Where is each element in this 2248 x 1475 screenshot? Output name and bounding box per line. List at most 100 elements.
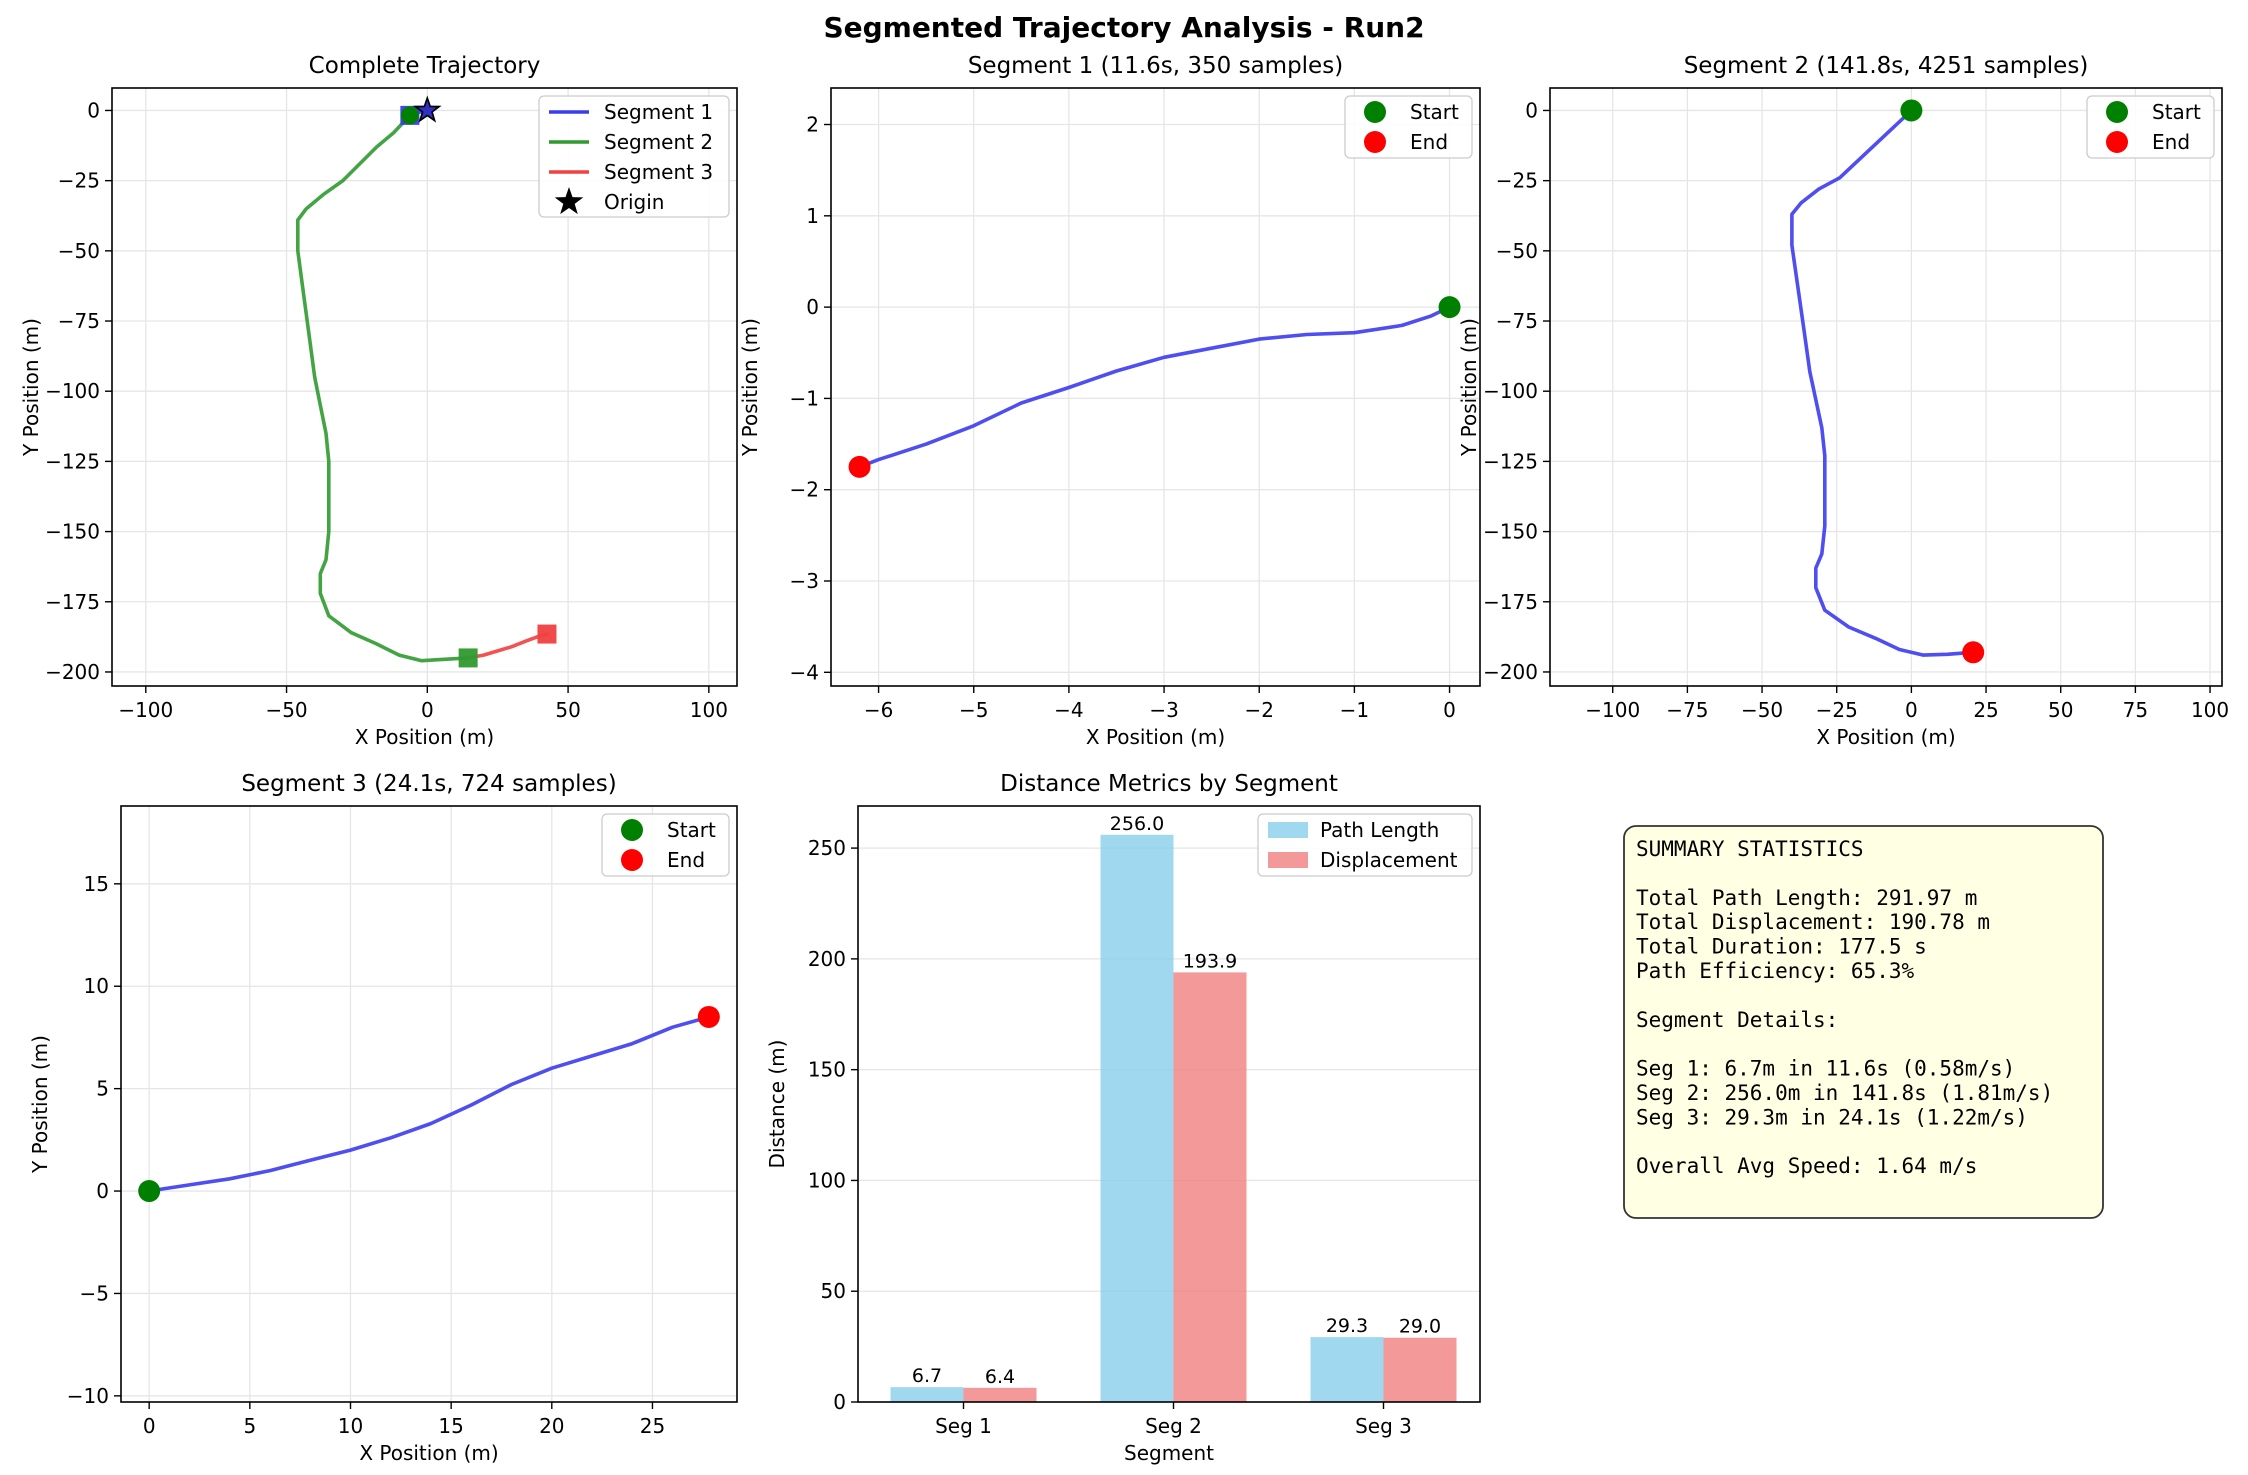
y-tick-label: −175	[1483, 590, 1538, 614]
x-tick-label: 25	[1973, 698, 1998, 722]
y-tick-label: −75	[1496, 309, 1538, 333]
y-tick-label: −125	[1483, 449, 1538, 473]
x-tick-label: 10	[338, 1414, 363, 1438]
y-tick-label: −2	[790, 478, 819, 502]
y-tick-label: 5	[96, 1077, 109, 1101]
legend-swatch-patch	[1268, 852, 1308, 868]
y-tick-label: −10	[67, 1384, 109, 1408]
y-tick-label: 0	[96, 1179, 109, 1203]
summary-line: Total Displacement: 190.78 m	[1636, 910, 1990, 934]
x-tick-label: −6	[864, 698, 893, 722]
end-marker	[848, 455, 871, 478]
y-axis-label: Distance (m)	[765, 1040, 789, 1169]
segment-start-square-marker	[458, 648, 478, 668]
bar-displacement	[1173, 972, 1247, 1402]
summary-line: Total Duration: 177.5 s	[1636, 935, 1927, 959]
x-axis-label: X Position (m)	[359, 1441, 498, 1465]
summary-line: Seg 2: 256.0m in 141.8s (1.81m/s)	[1636, 1081, 2053, 1105]
plot-area	[296, 95, 557, 668]
start-marker	[138, 1180, 161, 1203]
plot-area	[138, 1005, 720, 1203]
y-tick-label: 100	[808, 1168, 846, 1192]
bar-displacement	[963, 1387, 1037, 1402]
x-tick-label: 0	[1905, 698, 1918, 722]
panel-metrics: 6.7 6.4 256.0 193.9 29.3 29.0 0 50 100 150 200 250 D…	[765, 771, 1481, 1465]
trajectory-line-segment-3	[466, 632, 549, 660]
y-tick-label: 10	[84, 974, 109, 998]
y-tick-label: −100	[1483, 379, 1538, 403]
y-tick-label: 2	[806, 113, 819, 137]
legend-swatch-marker	[1364, 131, 1386, 153]
y-tick-label: −5	[80, 1281, 109, 1305]
x-tick-label: −1	[1340, 698, 1369, 722]
axes-frame	[120, 805, 738, 1403]
y-axis-label: Y Position (m)	[738, 318, 762, 457]
legend-label: Path Length	[1320, 818, 1439, 842]
x-tick-label: Seg 3	[1355, 1414, 1412, 1438]
origin-star-overlay	[417, 100, 437, 119]
x-tick-label: −25	[1816, 698, 1858, 722]
y-tick-label: −100	[45, 379, 100, 403]
y-tick-label: −175	[45, 590, 100, 614]
x-tick-label: 0	[143, 1414, 156, 1438]
legend-label: End	[1410, 130, 1448, 154]
bar-data-label: 6.7	[912, 1365, 942, 1387]
legend-label: End	[2152, 130, 2190, 154]
figure-title: Segmented Trajectory Analysis - Run2	[823, 11, 1424, 44]
summary-line: Overall Avg Speed: 1.64 m/s	[1636, 1154, 1977, 1178]
x-tick-label: 50	[2048, 698, 2073, 722]
summary-box	[1623, 825, 2104, 1219]
legend-frame	[1257, 813, 1473, 877]
grid-lines	[121, 806, 737, 1402]
panel-title: Distance Metrics by Segment	[1000, 771, 1338, 797]
legend-swatch-marker	[2106, 101, 2128, 123]
x-tick-label: 0	[421, 698, 434, 722]
trajectory-line	[147, 1015, 711, 1193]
y-tick-label: 0	[806, 295, 819, 319]
axes-frame	[857, 805, 1481, 1403]
legend-label: Start	[1410, 100, 1459, 124]
x-tick-label: −100	[1585, 698, 1640, 722]
y-tick-label: −200	[45, 660, 100, 684]
panel-seg3: Start End 0 5 10 15 20 25 15 10 5 0 −5 −10 Segment 3 (…	[28, 771, 738, 1465]
x-tick-label: Seg 2	[1145, 1414, 1202, 1438]
grid-lines	[831, 88, 1480, 686]
panel-complete: Segment 1 Segment 2 Segment 3 Origin −100 −50…	[19, 53, 738, 749]
y-tick-label: −75	[58, 309, 100, 333]
x-tick-label: 0	[1443, 698, 1456, 722]
grid-lines	[1550, 88, 2222, 686]
legend-swatch-marker	[1364, 101, 1386, 123]
bar-data-label: 29.0	[1399, 1316, 1441, 1338]
y-tick-label: −25	[1496, 169, 1538, 193]
legend-label: Segment 3	[604, 160, 713, 184]
x-axis-label: Segment	[1124, 1441, 1214, 1465]
x-tick-label: −50	[265, 698, 307, 722]
axes-frame	[111, 87, 738, 687]
summary-panel: SUMMARY STATISTICS Total Path Length: 291…	[1623, 825, 2104, 1219]
x-axis-label: X Position (m)	[1816, 725, 1955, 749]
x-tick-label: −3	[1149, 698, 1178, 722]
y-tick-label: 0	[833, 1390, 846, 1414]
y-tick-label: 50	[821, 1279, 846, 1303]
plot-area	[848, 296, 1461, 478]
summary-line: Path Efficiency: 65.3%	[1636, 959, 1915, 983]
panel-title: Segment 2 (141.8s, 4251 samples)	[1684, 53, 2089, 79]
legend-swatch-star	[554, 187, 584, 215]
y-tick-label: 0	[87, 98, 100, 122]
y-tick-label: −125	[45, 449, 100, 473]
y-tick-label: −4	[790, 660, 819, 684]
bar-data-label: 193.9	[1183, 950, 1237, 972]
trajectory-line-segment-2	[296, 113, 470, 663]
bar-path-length	[890, 1387, 964, 1402]
panel-seg2: Start End −100 −75 −50 −25 0 25 50 75 100 0 −25 −50 −7…	[1457, 53, 2229, 749]
x-tick-label: −2	[1244, 698, 1273, 722]
legend-label: Start	[667, 818, 716, 842]
x-tick-label: Seg 1	[935, 1414, 992, 1438]
legend-label: Displacement	[1320, 848, 1458, 872]
summary-line: Seg 3: 29.3m in 24.1s (1.22m/s)	[1636, 1105, 2028, 1129]
panel-title: Complete Trajectory	[309, 53, 541, 79]
end-marker	[1962, 641, 1985, 664]
trajectory-line	[1790, 108, 1975, 657]
x-tick-label: 50	[555, 698, 580, 722]
